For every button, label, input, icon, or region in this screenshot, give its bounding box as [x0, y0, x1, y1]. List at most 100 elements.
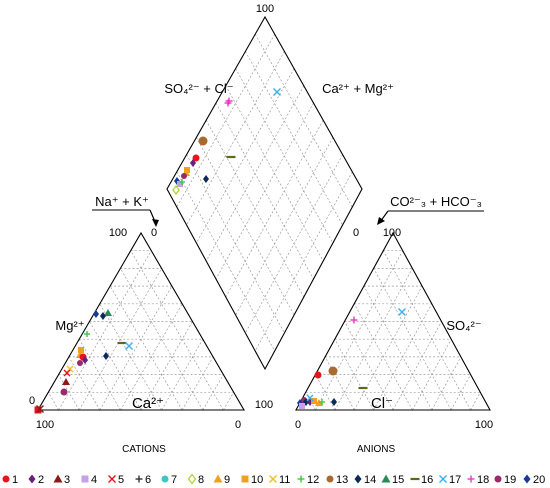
cations-title: CATIONS: [122, 444, 166, 455]
legend-marker-triangle: [381, 474, 391, 483]
diamond-top-label: 100: [256, 3, 274, 15]
legend-item-8: 8: [187, 473, 204, 486]
legend-item-12: 12: [297, 474, 319, 486]
legend-item-6: 6: [135, 474, 151, 486]
legend-label: 20: [533, 474, 545, 486]
cations-corner-100-label: 100: [255, 399, 273, 411]
cations-ca-label: Ca²⁺: [132, 395, 164, 412]
sample-point-14: [100, 312, 106, 320]
sample-point-1: [314, 371, 322, 379]
legend-label: 7: [171, 474, 177, 486]
sample-point-14: [203, 175, 209, 183]
legend-label: 16: [421, 474, 433, 486]
sample-point-11: [66, 365, 74, 373]
anions-top-100-label: 100: [383, 227, 401, 239]
legend-marker-plus: [135, 475, 143, 483]
sample-point-1: [192, 154, 200, 162]
legend-marker-circle: [2, 475, 10, 483]
cations-top-0-label: 0: [151, 227, 157, 239]
legend-label: 1: [12, 474, 18, 486]
cations-tick-0: 0: [235, 419, 241, 431]
cations-triangle: [37, 231, 245, 411]
legend-item-17: 17: [439, 474, 461, 486]
anions-triangle: [295, 231, 491, 411]
sample-point-5: [63, 369, 71, 377]
sample-point-15: [104, 309, 112, 316]
legend-marker-triangle: [53, 474, 63, 483]
legend-label: 9: [224, 474, 230, 486]
legend-marker-square: [241, 475, 249, 483]
legend-item-1: 1: [2, 474, 18, 486]
sample-point-14: [103, 352, 109, 360]
legend-marker-plus: [297, 475, 305, 483]
legend-label: 12: [307, 474, 319, 486]
legend-item-2: 2: [28, 474, 44, 486]
sample-point-20: [93, 310, 99, 318]
sample-point-17: [125, 342, 133, 350]
sample-point-12: [84, 331, 90, 337]
legend-label: 5: [118, 474, 124, 486]
sample-point-14: [331, 398, 337, 406]
sample-point-4: [299, 403, 305, 409]
left-arrow: [92, 209, 159, 227]
sample-point-22: [34, 406, 42, 414]
legend-marker-diamond: [523, 474, 531, 484]
cations-corner-0-label: 0: [29, 395, 35, 407]
legend-item-20: 20: [523, 474, 545, 486]
legend-label: 13: [336, 474, 348, 486]
sample-point-2: [82, 356, 88, 364]
legend-label: 4: [91, 474, 97, 486]
legend-item-14: 14: [354, 474, 376, 486]
sample-points: [34, 88, 406, 414]
legend-item-9: 9: [213, 474, 230, 486]
legend-marker-plus: [467, 475, 475, 483]
anions-tick-0: 0: [295, 419, 301, 431]
legend-marker-circle: [161, 475, 169, 483]
central-diamond: [166, 15, 363, 371]
cations-tick-100: 100: [36, 419, 54, 431]
anions-cl-label: Cl⁻: [371, 395, 393, 412]
legend-item-3: 3: [53, 474, 70, 486]
sample-point-12: [319, 399, 325, 405]
anions-top-0-label: 0: [353, 227, 359, 239]
sample-point-10: [184, 167, 190, 173]
diamond-left-axis-label: SO₄²⁻ + Cl⁻: [164, 81, 233, 96]
legend-label: 11: [279, 474, 290, 486]
sample-point-13: [328, 366, 338, 376]
legend-item-13: 13: [326, 474, 348, 486]
sample-point-19: [181, 173, 187, 179]
sample-point-12: [179, 179, 185, 185]
legend-item-16: 16: [410, 474, 433, 486]
legend-label: 10: [251, 474, 263, 486]
sample-point-4: [177, 181, 183, 187]
legend-marker-x: [439, 475, 447, 483]
anions-tick-100: 100: [475, 419, 493, 431]
legend-marker-circle: [494, 475, 502, 483]
legend-label: 8: [198, 474, 204, 486]
legend-label: 6: [145, 474, 151, 486]
legend-item-11: 11: [269, 474, 290, 486]
sample-point-19: [60, 388, 68, 396]
legend-item-10: 10: [241, 474, 263, 486]
cations-top-100-label: 100: [109, 227, 127, 239]
legend-marker-square: [81, 475, 89, 483]
legend: 1234567891011121314151617181920212223: [2, 473, 545, 486]
diagram-grids: [37, 15, 491, 411]
legend-marker-x: [108, 475, 116, 483]
legend-label: 3: [64, 474, 70, 486]
sample-point-21: [36, 405, 44, 413]
sample-point-10: [78, 347, 84, 353]
arrow-left-label: Na⁺ + K⁺: [95, 194, 149, 209]
anions-so4-label: SO₄²⁻: [446, 318, 481, 333]
diamond-right-axis-label: Ca²⁺ + Mg²⁺: [322, 81, 394, 96]
sample-point-17: [398, 308, 406, 316]
sample-point-18: [350, 316, 358, 324]
sample-point-17: [273, 88, 281, 96]
legend-label: 17: [449, 474, 461, 486]
legend-item-19: 19: [494, 474, 516, 486]
legend-label: 18: [477, 474, 489, 486]
legend-marker-triangle: [213, 474, 223, 483]
sample-point-13: [198, 136, 208, 146]
sample-point-2: [190, 159, 196, 167]
legend-label: 2: [38, 474, 44, 486]
